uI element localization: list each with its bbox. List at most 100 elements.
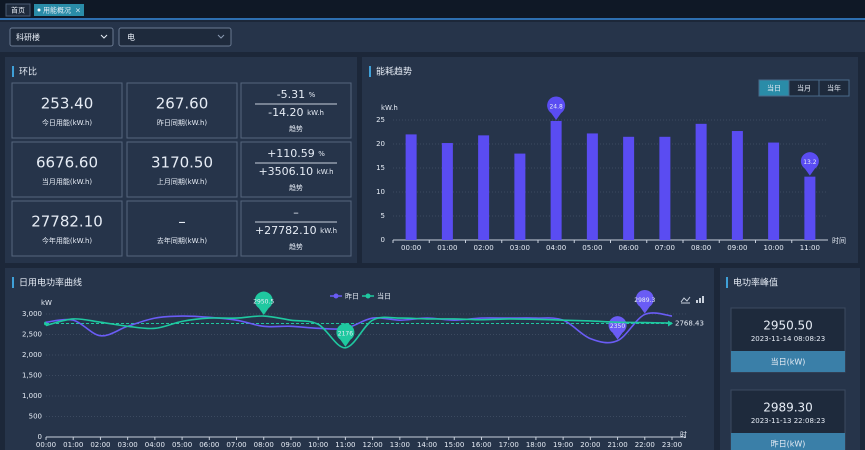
bar: [550, 120, 562, 240]
chart-type-icons: [680, 296, 704, 304]
stat-card: [126, 82, 238, 139]
period-button-label: 当年: [827, 84, 841, 93]
x-tick-label: 17:00: [499, 441, 519, 449]
select[interactable]: [118, 27, 232, 47]
peak-time: 2023-11-13 22:08:23: [751, 417, 825, 425]
bar: [659, 136, 671, 240]
y-tick-label: 5: [381, 212, 385, 220]
line-icon[interactable]: [680, 296, 691, 303]
stat-label: 今日用能(kW.h): [42, 118, 93, 127]
tab-bar-line: [0, 18, 865, 20]
trend-diff-value: +3506.10: [258, 165, 313, 178]
tab-close[interactable]: ×: [75, 7, 81, 15]
stat-card: [11, 82, 123, 139]
panel: [5, 268, 714, 450]
x-tick-label: 13:00: [390, 441, 410, 449]
trend-percent: –: [293, 206, 299, 219]
bar: [623, 136, 635, 240]
trend-label: 趋势: [289, 183, 303, 192]
title-marker: [369, 66, 371, 77]
x-axis-label: 时间: [832, 236, 846, 245]
trend-percent-value: –: [293, 206, 299, 219]
x-tick-label: 10:00: [764, 244, 784, 252]
tab-label: 用能概况: [43, 6, 71, 15]
stat-value: 253.40: [41, 95, 94, 113]
stat-card: [126, 141, 238, 198]
stat-card: [11, 200, 123, 257]
x-tick-label: 01:00: [63, 441, 83, 449]
x-tick-label: 14:00: [417, 441, 437, 449]
trend-card: [240, 200, 352, 257]
bar: [731, 131, 743, 240]
tab-active[interactable]: [34, 4, 84, 16]
stat-label: 上月同期(kW.h): [157, 177, 208, 186]
panel-title: 日用电功率曲线: [19, 277, 82, 289]
select[interactable]: [9, 27, 114, 47]
pin-marker: [800, 152, 819, 176]
bar: [478, 135, 490, 240]
x-tick-label: 11:00: [335, 441, 355, 449]
trend-percent-value: -5.31: [277, 88, 305, 101]
x-tick-label: 08:00: [254, 441, 274, 449]
peak-value: 2989.30: [763, 401, 813, 415]
x-tick-label: 01:00: [437, 244, 457, 252]
panel-title: 电功率峰值: [733, 277, 778, 289]
legend-dot: [333, 293, 339, 299]
bar: [695, 123, 707, 240]
y-tick-label: 2,000: [22, 351, 42, 359]
bar: [586, 133, 598, 240]
period-button-label: 当月: [797, 84, 811, 93]
panel-title: 能耗趋势: [376, 66, 412, 78]
x-tick-label: 15:00: [444, 441, 464, 449]
legend-label: 当日: [377, 292, 391, 301]
pin-marker: [635, 289, 654, 314]
y-tick-label: 15: [376, 164, 385, 172]
bar-icon[interactable]: [696, 296, 704, 303]
y-tick-label: 25: [376, 116, 385, 124]
select-arrow: [217, 34, 225, 39]
title-marker: [12, 277, 14, 288]
trend-percent-unit: %: [309, 91, 316, 99]
pin-label: 2176: [338, 330, 353, 337]
bar: [441, 143, 453, 240]
x-tick-label: 09:00: [727, 244, 747, 252]
y-tick-label: 10: [376, 188, 385, 196]
pin-label: 2350: [610, 323, 625, 330]
select-arrow: [100, 34, 108, 39]
trend-card: [240, 141, 352, 198]
trend-label: 趋势: [289, 124, 303, 133]
y-tick-label: 0: [381, 236, 385, 244]
trend-label: 趋势: [289, 242, 303, 251]
trend-diff-value: -14.20: [268, 106, 303, 119]
pin-marker: [254, 291, 273, 316]
x-tick-label: 05:00: [582, 244, 602, 252]
tab[interactable]: [5, 3, 31, 17]
trend-diff-unit: kW.h: [307, 109, 324, 117]
x-tick-label: 07:00: [655, 244, 675, 252]
x-tick-label: 05:00: [172, 441, 192, 449]
stat-label: 当月用能(kW.h): [42, 177, 93, 186]
peak-label-band: [731, 433, 845, 450]
series-line: [45, 315, 673, 349]
x-tick-label: 12:00: [363, 441, 383, 449]
stat-value: 3170.50: [151, 154, 213, 172]
x-tick-label: 06:00: [619, 244, 639, 252]
x-axis-label: 时: [680, 430, 687, 439]
x-tick-label: 21:00: [607, 441, 627, 449]
stat-card: [11, 141, 123, 198]
x-tick-label: 06:00: [199, 441, 219, 449]
y-tick-label: 20: [376, 140, 385, 148]
period-button[interactable]: [818, 79, 850, 97]
legend-label: 昨日: [345, 292, 359, 301]
y-tick-label: 500: [29, 413, 42, 421]
trend-card: [240, 82, 352, 139]
pin-label: 24.8: [549, 103, 563, 110]
y-tick-label: 3,000: [22, 310, 42, 318]
trend-diff-unit: kW.h: [320, 227, 337, 235]
x-tick-label: 02:00: [474, 244, 494, 252]
trend-diff-unit: kW.h: [317, 168, 334, 176]
stat-label: 去年同期(kW.h): [157, 236, 208, 245]
trend-diff-value: +27782.10: [255, 224, 317, 237]
average-label: 2768.43: [675, 319, 704, 327]
